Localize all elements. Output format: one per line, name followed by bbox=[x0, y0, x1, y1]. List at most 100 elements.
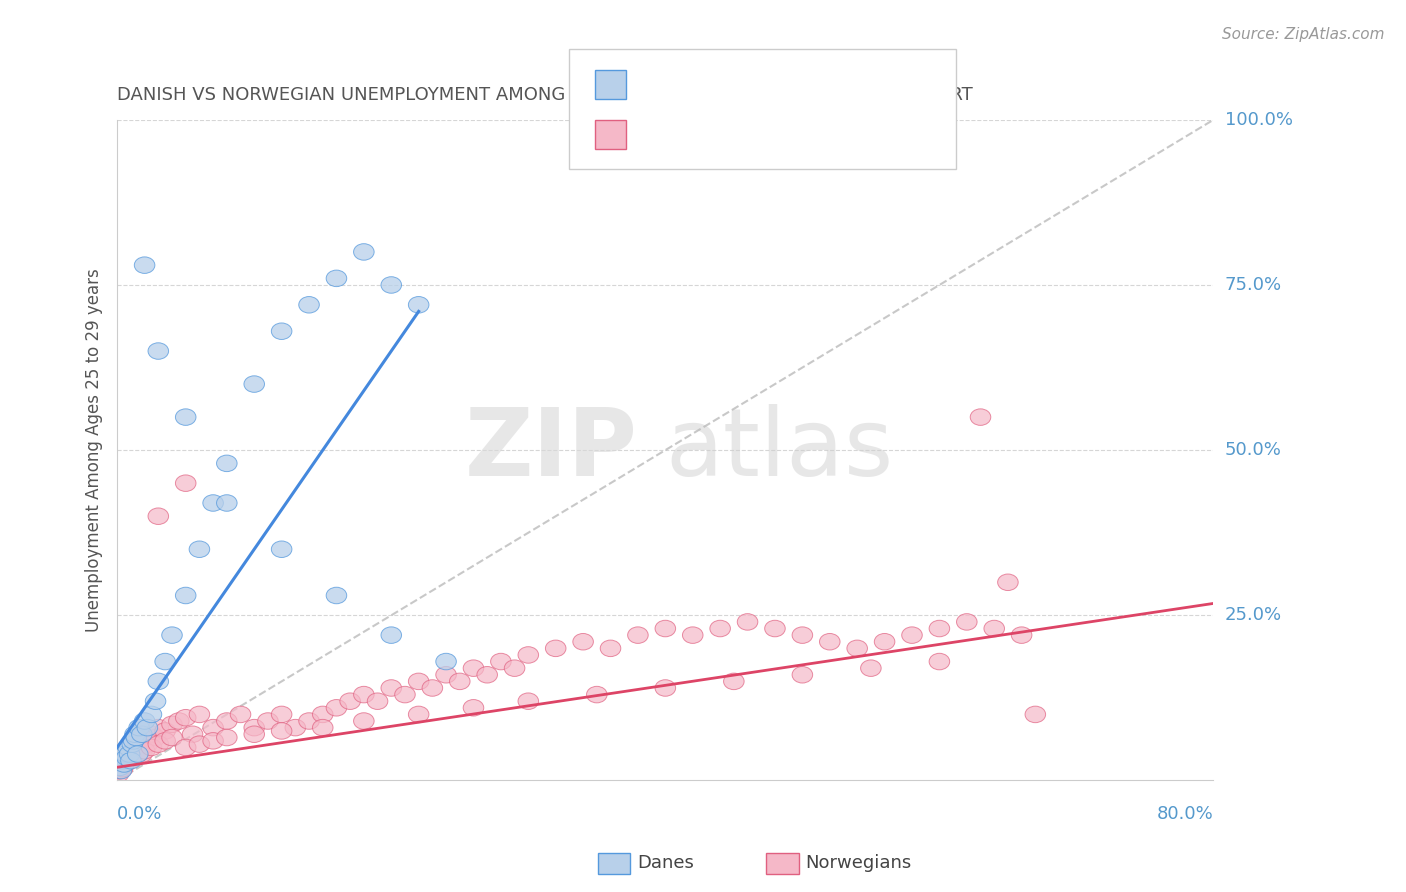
Ellipse shape bbox=[381, 627, 402, 643]
Ellipse shape bbox=[285, 719, 305, 736]
Ellipse shape bbox=[162, 730, 183, 746]
Ellipse shape bbox=[245, 376, 264, 392]
Ellipse shape bbox=[655, 620, 676, 637]
Ellipse shape bbox=[118, 749, 138, 765]
Ellipse shape bbox=[381, 680, 402, 697]
Ellipse shape bbox=[408, 673, 429, 690]
Text: ZIP: ZIP bbox=[465, 404, 638, 496]
Ellipse shape bbox=[820, 633, 839, 650]
Ellipse shape bbox=[136, 719, 157, 736]
Y-axis label: Unemployment Among Ages 25 to 29 years: Unemployment Among Ages 25 to 29 years bbox=[86, 268, 103, 632]
Text: N =: N = bbox=[735, 125, 769, 144]
Ellipse shape bbox=[120, 752, 139, 769]
Ellipse shape bbox=[141, 706, 162, 723]
Ellipse shape bbox=[1025, 706, 1046, 723]
Ellipse shape bbox=[111, 763, 132, 779]
Ellipse shape bbox=[710, 620, 731, 637]
Ellipse shape bbox=[312, 719, 333, 736]
Ellipse shape bbox=[271, 706, 292, 723]
Ellipse shape bbox=[145, 693, 166, 709]
Ellipse shape bbox=[956, 614, 977, 630]
Ellipse shape bbox=[162, 716, 183, 732]
Ellipse shape bbox=[298, 713, 319, 730]
Ellipse shape bbox=[129, 719, 149, 736]
Ellipse shape bbox=[183, 726, 202, 742]
Ellipse shape bbox=[381, 277, 402, 293]
Ellipse shape bbox=[115, 746, 136, 763]
Ellipse shape bbox=[141, 726, 162, 742]
Ellipse shape bbox=[450, 673, 470, 690]
Ellipse shape bbox=[128, 746, 148, 763]
Ellipse shape bbox=[155, 732, 176, 749]
Ellipse shape bbox=[176, 587, 195, 604]
Ellipse shape bbox=[128, 742, 148, 759]
Ellipse shape bbox=[110, 763, 131, 779]
Ellipse shape bbox=[125, 746, 145, 763]
Ellipse shape bbox=[875, 633, 894, 650]
Text: 50.0%: 50.0% bbox=[1225, 442, 1281, 459]
Ellipse shape bbox=[901, 627, 922, 643]
Text: 25.0%: 25.0% bbox=[1225, 607, 1282, 624]
Ellipse shape bbox=[271, 323, 292, 340]
Ellipse shape bbox=[505, 660, 524, 676]
Ellipse shape bbox=[860, 660, 882, 676]
Text: Source: ZipAtlas.com: Source: ZipAtlas.com bbox=[1222, 27, 1385, 42]
Ellipse shape bbox=[122, 749, 142, 765]
Ellipse shape bbox=[114, 756, 135, 772]
Ellipse shape bbox=[586, 686, 607, 703]
Ellipse shape bbox=[128, 746, 148, 763]
Text: 75.0%: 75.0% bbox=[1225, 276, 1282, 294]
Ellipse shape bbox=[148, 508, 169, 524]
Ellipse shape bbox=[929, 620, 949, 637]
Ellipse shape bbox=[312, 706, 333, 723]
Ellipse shape bbox=[135, 742, 155, 759]
Ellipse shape bbox=[202, 495, 224, 511]
Ellipse shape bbox=[367, 693, 388, 709]
Ellipse shape bbox=[271, 723, 292, 739]
Ellipse shape bbox=[245, 719, 264, 736]
Ellipse shape bbox=[117, 754, 136, 770]
Ellipse shape bbox=[115, 752, 136, 769]
Ellipse shape bbox=[395, 686, 415, 703]
Ellipse shape bbox=[271, 541, 292, 558]
Ellipse shape bbox=[217, 495, 238, 511]
Ellipse shape bbox=[162, 627, 183, 643]
Ellipse shape bbox=[127, 739, 146, 756]
Text: R =: R = bbox=[634, 125, 673, 144]
Ellipse shape bbox=[114, 752, 135, 769]
Ellipse shape bbox=[135, 713, 155, 730]
Ellipse shape bbox=[436, 666, 457, 683]
Ellipse shape bbox=[112, 752, 134, 769]
Ellipse shape bbox=[148, 673, 169, 690]
Ellipse shape bbox=[121, 752, 141, 769]
Text: Danes: Danes bbox=[637, 855, 693, 872]
Ellipse shape bbox=[114, 756, 135, 772]
Text: 80.0%: 80.0% bbox=[1157, 805, 1213, 823]
Ellipse shape bbox=[627, 627, 648, 643]
Ellipse shape bbox=[145, 730, 166, 746]
Ellipse shape bbox=[136, 736, 157, 752]
Ellipse shape bbox=[121, 746, 141, 763]
Ellipse shape bbox=[724, 673, 744, 690]
Ellipse shape bbox=[202, 732, 224, 749]
Ellipse shape bbox=[176, 709, 195, 726]
Text: 0.0%: 0.0% bbox=[117, 805, 163, 823]
Ellipse shape bbox=[124, 732, 143, 749]
Ellipse shape bbox=[984, 620, 1004, 637]
Text: DANISH VS NORWEGIAN UNEMPLOYMENT AMONG AGES 25 TO 29 YEARS CORRELATION CHART: DANISH VS NORWEGIAN UNEMPLOYMENT AMONG A… bbox=[117, 87, 973, 104]
Ellipse shape bbox=[517, 693, 538, 709]
Ellipse shape bbox=[340, 693, 360, 709]
Ellipse shape bbox=[436, 653, 457, 670]
Ellipse shape bbox=[422, 680, 443, 697]
Ellipse shape bbox=[124, 742, 143, 759]
Ellipse shape bbox=[117, 749, 136, 765]
Ellipse shape bbox=[176, 739, 195, 756]
Ellipse shape bbox=[217, 455, 238, 472]
Ellipse shape bbox=[155, 653, 176, 670]
Ellipse shape bbox=[176, 475, 195, 491]
Ellipse shape bbox=[600, 640, 621, 657]
Ellipse shape bbox=[111, 759, 132, 775]
Ellipse shape bbox=[408, 296, 429, 313]
Ellipse shape bbox=[122, 736, 142, 752]
Ellipse shape bbox=[353, 713, 374, 730]
